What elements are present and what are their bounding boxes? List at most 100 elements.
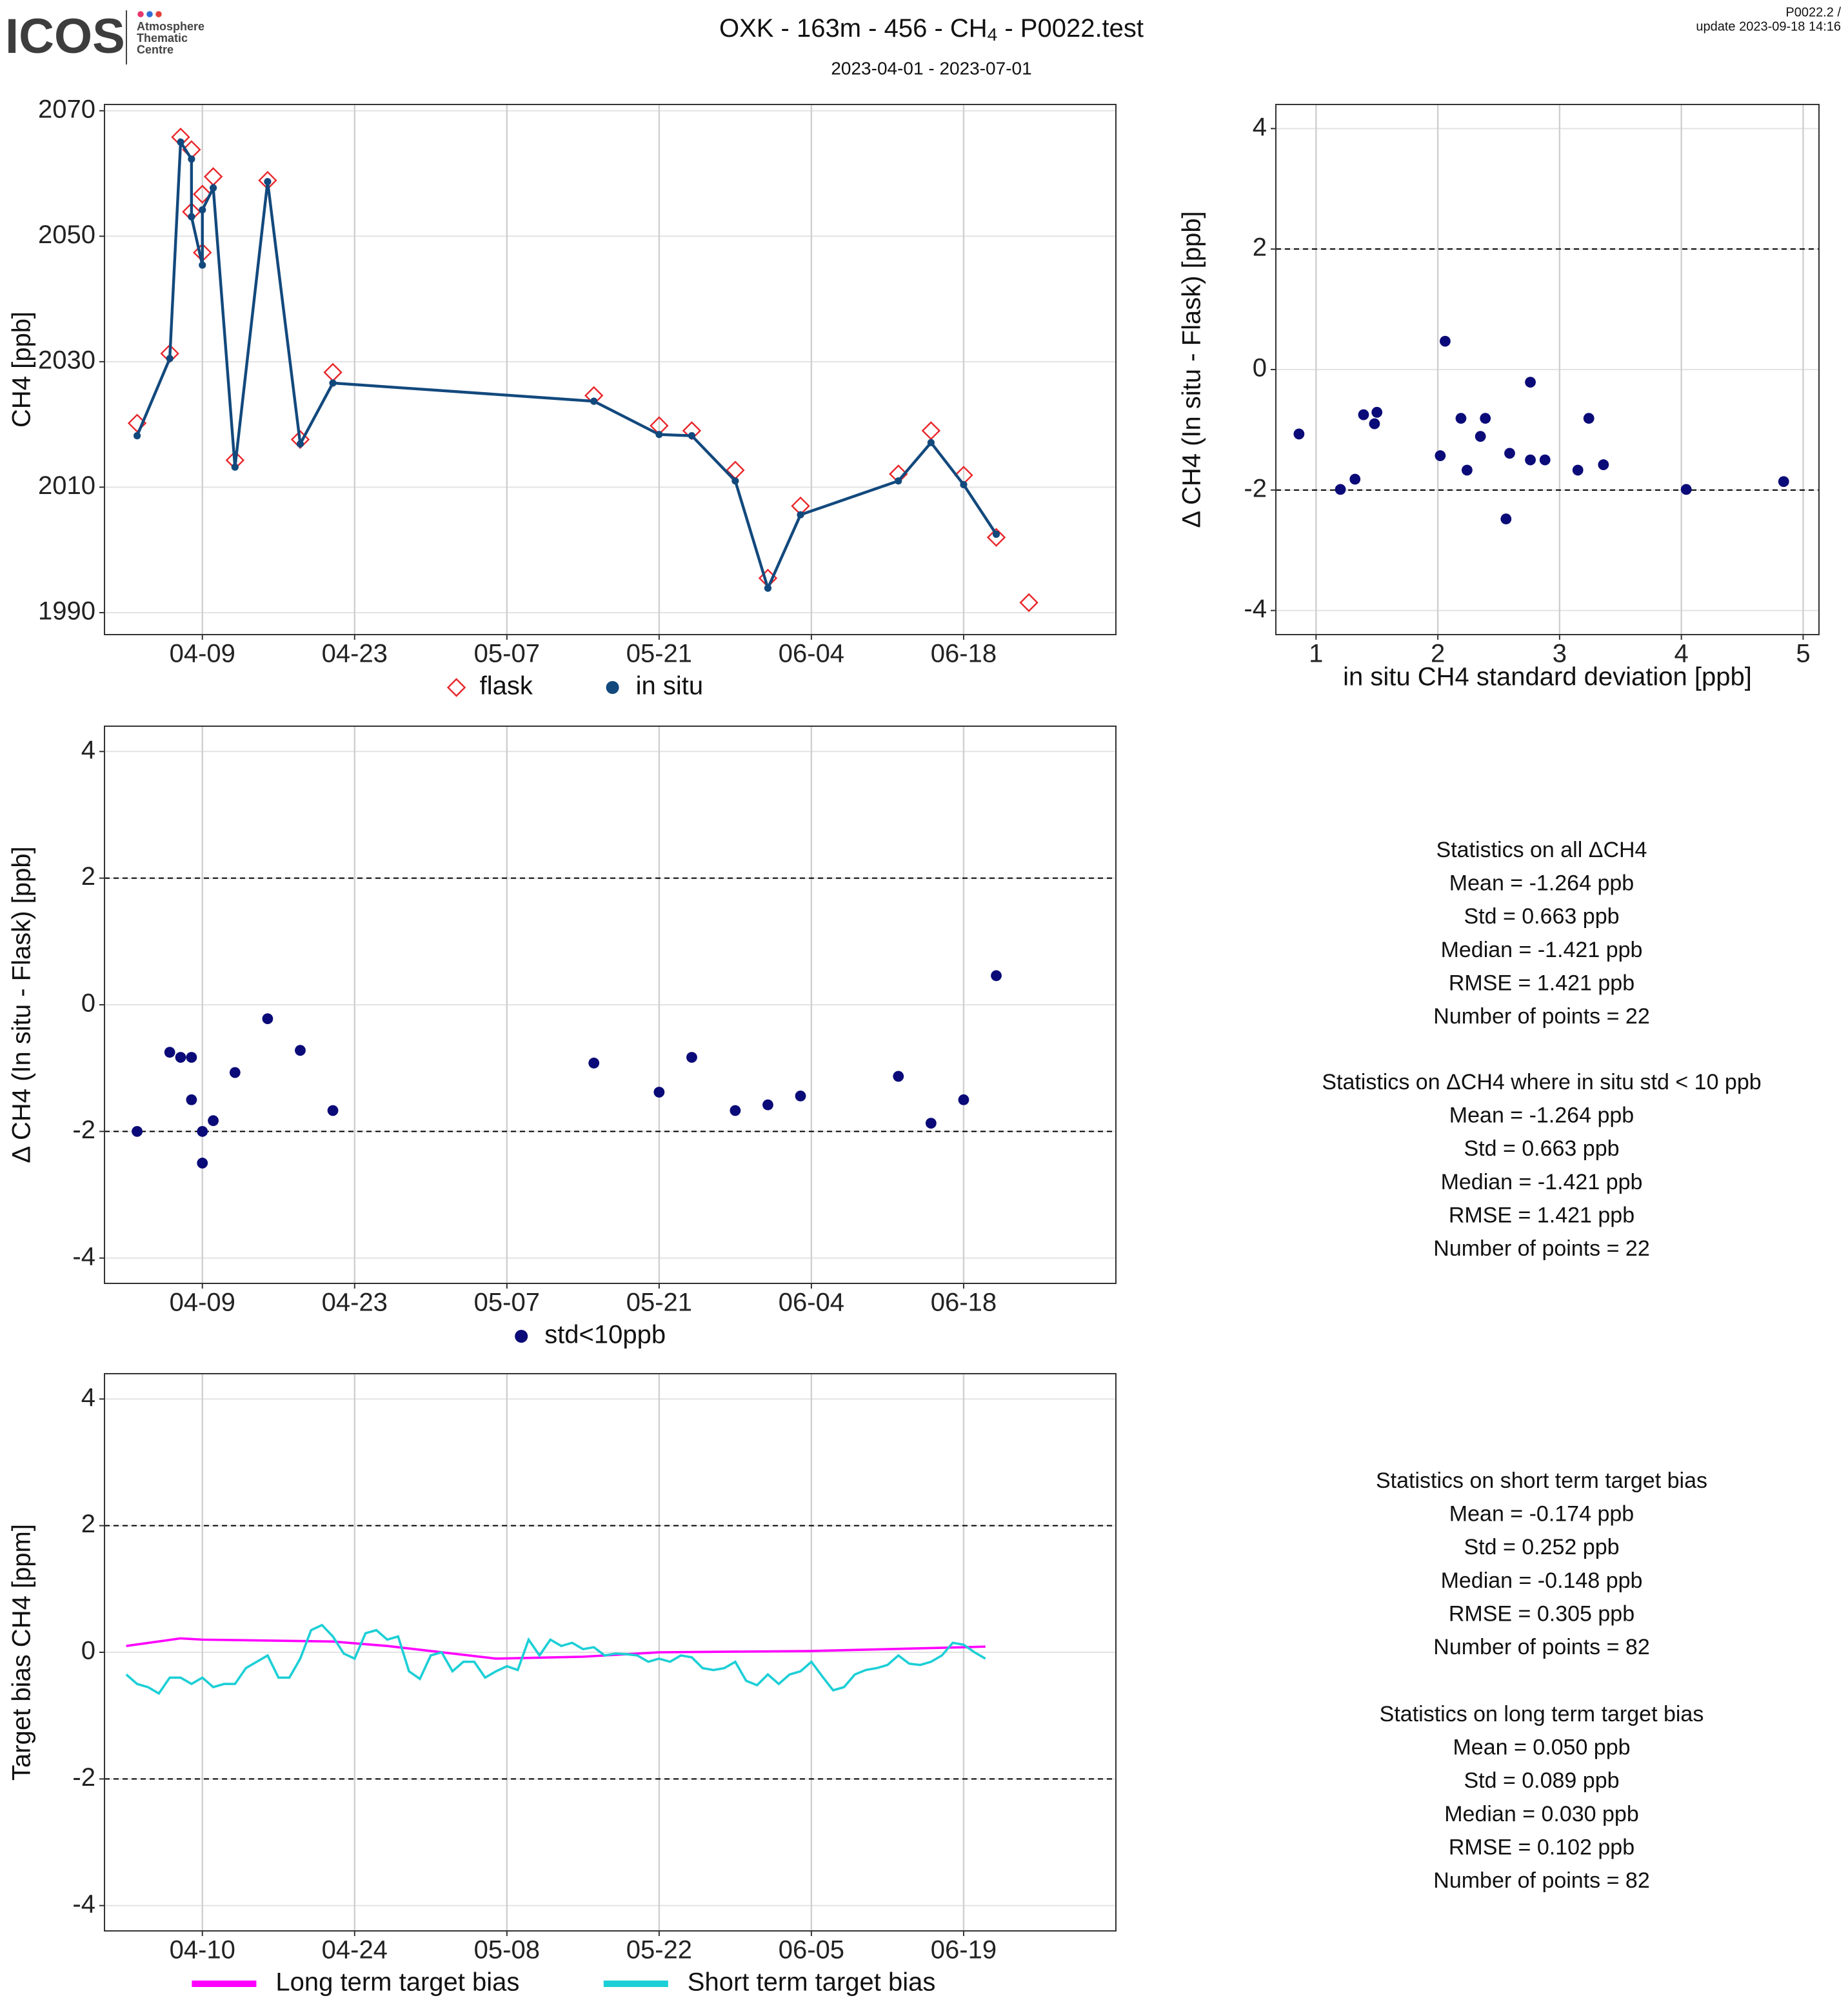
y-tick-label: -4: [72, 1890, 95, 1918]
point: [515, 1330, 528, 1343]
point: [164, 1047, 175, 1058]
x-tick-label: 05-08: [474, 1936, 540, 1964]
point: [296, 440, 304, 448]
y-axis-label: CH4 [ppb]: [8, 311, 36, 428]
x-tick-label: 04-09: [170, 640, 235, 668]
point: [927, 439, 935, 446]
flask-marker: [1019, 593, 1038, 613]
point: [1358, 409, 1369, 420]
x-tick-label: 3: [1553, 640, 1567, 668]
x-tick-label: 04-24: [322, 1936, 388, 1964]
x-tick-label: 05-21: [626, 640, 692, 668]
point: [1680, 484, 1692, 495]
plot-frame: [104, 1373, 1117, 1932]
x-tick-label: 05-22: [626, 1936, 692, 1964]
stats-line: RMSE = 1.421 ppb: [1449, 1203, 1634, 1227]
flask-marker: [290, 430, 310, 450]
point: [1349, 473, 1361, 485]
point: [960, 480, 968, 489]
point: [1475, 431, 1486, 442]
x-tick-label: 06-04: [779, 640, 844, 668]
logo-dot: [137, 11, 144, 17]
plot-frame: [104, 104, 1117, 635]
x-tick-label: 05-07: [474, 640, 540, 668]
point: [686, 1052, 697, 1063]
point: [1572, 464, 1584, 476]
point: [175, 1052, 186, 1063]
y-axis-label: Target bias CH4 [ppm]: [8, 1524, 36, 1781]
point: [992, 530, 1000, 538]
point: [1539, 454, 1551, 466]
point: [1335, 484, 1346, 495]
stats-line: Number of points = 82: [1433, 1868, 1649, 1893]
point: [991, 970, 1002, 982]
y-tick-label: -2: [72, 1116, 95, 1144]
point: [188, 213, 195, 221]
stats-line: Std = 0.089 ppb: [1464, 1768, 1619, 1793]
y-tick-label: 2010: [38, 471, 95, 500]
stats-line: Median = -0.148 ppb: [1441, 1568, 1643, 1593]
stats-line: Mean = -1.264 ppb: [1449, 1103, 1634, 1128]
legend-label: flask: [480, 672, 533, 700]
point: [731, 477, 739, 485]
y-tick-label: 4: [1253, 113, 1267, 141]
point: [1583, 413, 1595, 424]
flask-marker: [986, 528, 1006, 547]
x-tick-label: 06-04: [779, 1289, 844, 1317]
y-tick-label: -4: [72, 1242, 95, 1270]
y-tick-label: 4: [81, 736, 95, 764]
corner-note: P0022.2 /: [1785, 5, 1841, 19]
y-tick-label: 0: [1253, 354, 1267, 382]
point: [688, 432, 696, 440]
point: [132, 1125, 143, 1137]
point: [327, 1105, 339, 1116]
point: [295, 1045, 306, 1056]
point: [606, 681, 619, 694]
x-tick-label: 04-09: [170, 1289, 235, 1317]
point: [210, 184, 217, 192]
point: [1461, 464, 1473, 476]
point: [229, 1067, 241, 1078]
plot-area: [104, 104, 1116, 635]
legend-label: Short term target bias: [688, 1968, 936, 1997]
legend-label: in situ: [636, 672, 704, 700]
point: [1371, 406, 1383, 418]
x-tick-label: 04-10: [170, 1936, 235, 1964]
x-tick-label: 06-19: [931, 1936, 997, 1964]
point: [588, 1057, 600, 1069]
point: [590, 397, 598, 405]
y-tick-label: -2: [1244, 474, 1267, 502]
stats-line: RMSE = 0.305 ppb: [1449, 1601, 1634, 1626]
y-tick-label: 1990: [38, 597, 95, 626]
stats-line: Number of points = 22: [1433, 1236, 1649, 1261]
plot-frame: [1275, 104, 1820, 635]
y-tick-label: 2: [81, 862, 95, 891]
point: [1778, 476, 1789, 488]
point: [797, 511, 804, 519]
point: [1480, 413, 1491, 424]
x-tick-label: 06-18: [931, 640, 997, 668]
point: [1293, 428, 1305, 440]
y-tick-label: 2: [1253, 233, 1267, 262]
logo-word: ICOS: [5, 9, 125, 64]
point: [762, 1099, 773, 1111]
stats-title: Statistics on ΔCH4 where in situ std < 1…: [1322, 1070, 1761, 1094]
x-tick-label: 2: [1431, 640, 1445, 668]
corner-note: update 2023-09-18 14:16: [1696, 19, 1841, 34]
stats-line: Median = 0.030 ppb: [1444, 1802, 1639, 1826]
point: [197, 1158, 208, 1169]
point: [133, 432, 141, 440]
stats-title: Statistics on all ΔCH4: [1436, 838, 1647, 862]
logo-line: Thematic: [137, 32, 188, 44]
stats-line: Mean = -1.264 ppb: [1449, 871, 1634, 896]
point: [895, 477, 902, 485]
x-tick-label: 04-23: [322, 1289, 388, 1317]
point: [199, 261, 206, 269]
legend-label: Long term target bias: [275, 1968, 519, 1997]
point: [1440, 335, 1451, 347]
stats-line: Number of points = 22: [1433, 1004, 1649, 1029]
stats-line: Median = -1.421 ppb: [1441, 1170, 1643, 1194]
y-axis-label: Δ CH4 (In situ - Flask) [ppb]: [8, 846, 36, 1163]
stats-line: RMSE = 1.421 ppb: [1449, 971, 1634, 995]
